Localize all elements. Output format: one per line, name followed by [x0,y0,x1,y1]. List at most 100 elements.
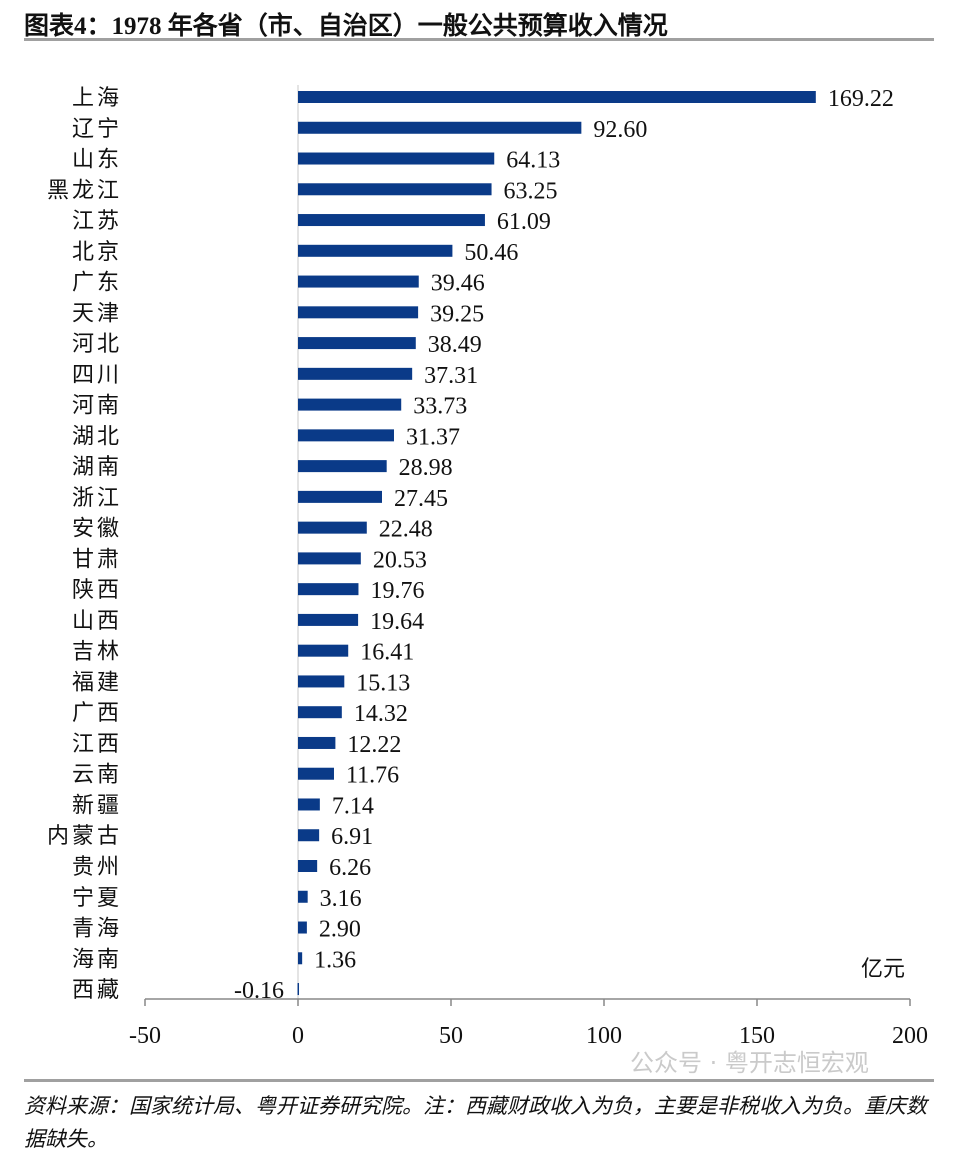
x-tick-label: 200 [892,1023,928,1049]
category-label: 河北 [72,331,122,356]
category-label: 浙江 [72,485,122,510]
source-note: 资料来源：国家统计局、粤开证券研究院。注：西藏财政收入为负，主要是非税收入为负。… [24,1094,927,1151]
bar [298,306,419,319]
category-label: 上海 [72,85,122,110]
bar [298,921,307,934]
x-tick-label: 100 [586,1023,622,1049]
category-label: 福建 [72,669,122,694]
bar [298,860,318,872]
bar [298,675,345,688]
bar [298,583,359,596]
category-label: 吉林 [72,639,122,664]
bar [298,767,334,780]
bar [298,460,387,473]
value-label: 31.37 [406,424,460,450]
category-label: 贵州 [72,854,122,879]
category-label: 山西 [72,608,122,633]
bar [298,552,361,565]
bar [298,829,320,842]
bar [298,91,816,103]
bar [297,983,300,996]
bar [298,952,303,965]
bar [298,644,349,657]
bar [298,183,492,196]
x-tick-label: -50 [129,1023,161,1049]
value-label: 11.76 [346,763,399,789]
value-label: 39.25 [430,301,484,327]
x-tick-label: 50 [439,1023,463,1049]
category-label: 江西 [72,731,122,756]
value-label: 1.36 [314,947,356,973]
category-label: 内蒙古 [47,823,122,848]
bar [298,337,416,350]
bar [298,490,382,503]
bar [298,152,495,165]
category-label: 青海 [72,916,122,941]
category-label: 新疆 [72,792,122,817]
x-tick-label: 150 [739,1023,775,1049]
value-label: 6.91 [331,824,373,850]
category-label: 西藏 [72,977,122,1002]
bar [298,367,413,380]
bar [298,214,485,227]
title-divider [24,38,934,41]
value-label: -0.16 [234,978,284,1004]
value-label: 12.22 [347,732,401,758]
value-label: 16.41 [360,640,414,666]
value-label: 37.31 [424,363,478,389]
value-label: 28.98 [399,455,453,481]
category-label: 广西 [72,700,122,725]
watermark: 公众号 · 粤开志恒宏观 [630,1049,869,1077]
category-label: 四川 [72,362,122,387]
value-label: 63.25 [504,178,558,204]
value-label: 15.13 [356,670,410,696]
category-label: 北京 [72,239,122,264]
value-label: 38.49 [428,332,482,358]
bar [298,706,342,719]
value-label: 61.09 [497,209,551,235]
category-label: 广东 [72,270,122,295]
bar [298,736,336,749]
bar [298,613,359,626]
bar [298,798,320,811]
category-label: 江苏 [72,208,122,233]
category-label: 宁夏 [72,885,122,910]
value-label: 6.26 [329,855,371,881]
category-label: 山东 [72,147,122,172]
value-label: 7.14 [332,793,374,819]
value-label: 14.32 [354,701,408,727]
value-label: 39.46 [431,271,485,297]
category-label: 天津 [72,300,122,325]
value-label: 22.48 [379,517,433,543]
category-label: 黑龙江 [47,177,122,202]
value-label: 2.90 [319,917,361,943]
category-label: 陕西 [72,577,122,602]
value-label: 64.13 [506,148,560,174]
category-label: 海南 [72,946,122,971]
value-label: 169.22 [828,86,894,112]
category-label: 河南 [72,393,122,418]
value-label: 50.46 [464,240,518,266]
value-label: 92.60 [593,117,647,143]
category-label: 甘肃 [72,546,122,571]
category-label: 辽宁 [72,116,122,141]
bar-chart: 上海 169.22 辽宁 92.60 山东 64.13 黑龙江 63.25 江苏 61.09 北京 5… [47,85,928,1049]
bar [298,890,308,903]
bar [298,121,582,134]
value-label: 19.76 [370,578,424,604]
chart-title: 图表4：1978 年各省（市、自治区）一般公共预算收入情况 [24,13,668,40]
bar [298,275,419,288]
footer-divider [24,1079,934,1082]
value-label: 33.73 [413,394,467,420]
bar [298,244,453,257]
category-label: 湖北 [72,423,122,448]
bar [298,398,402,411]
bar [298,429,394,442]
category-label: 湖南 [72,454,122,479]
value-label: 3.16 [320,886,362,912]
category-label: 云南 [72,762,122,787]
value-label: 20.53 [373,547,427,573]
unit-label: 亿元 [861,956,905,981]
value-label: 19.64 [370,609,424,635]
